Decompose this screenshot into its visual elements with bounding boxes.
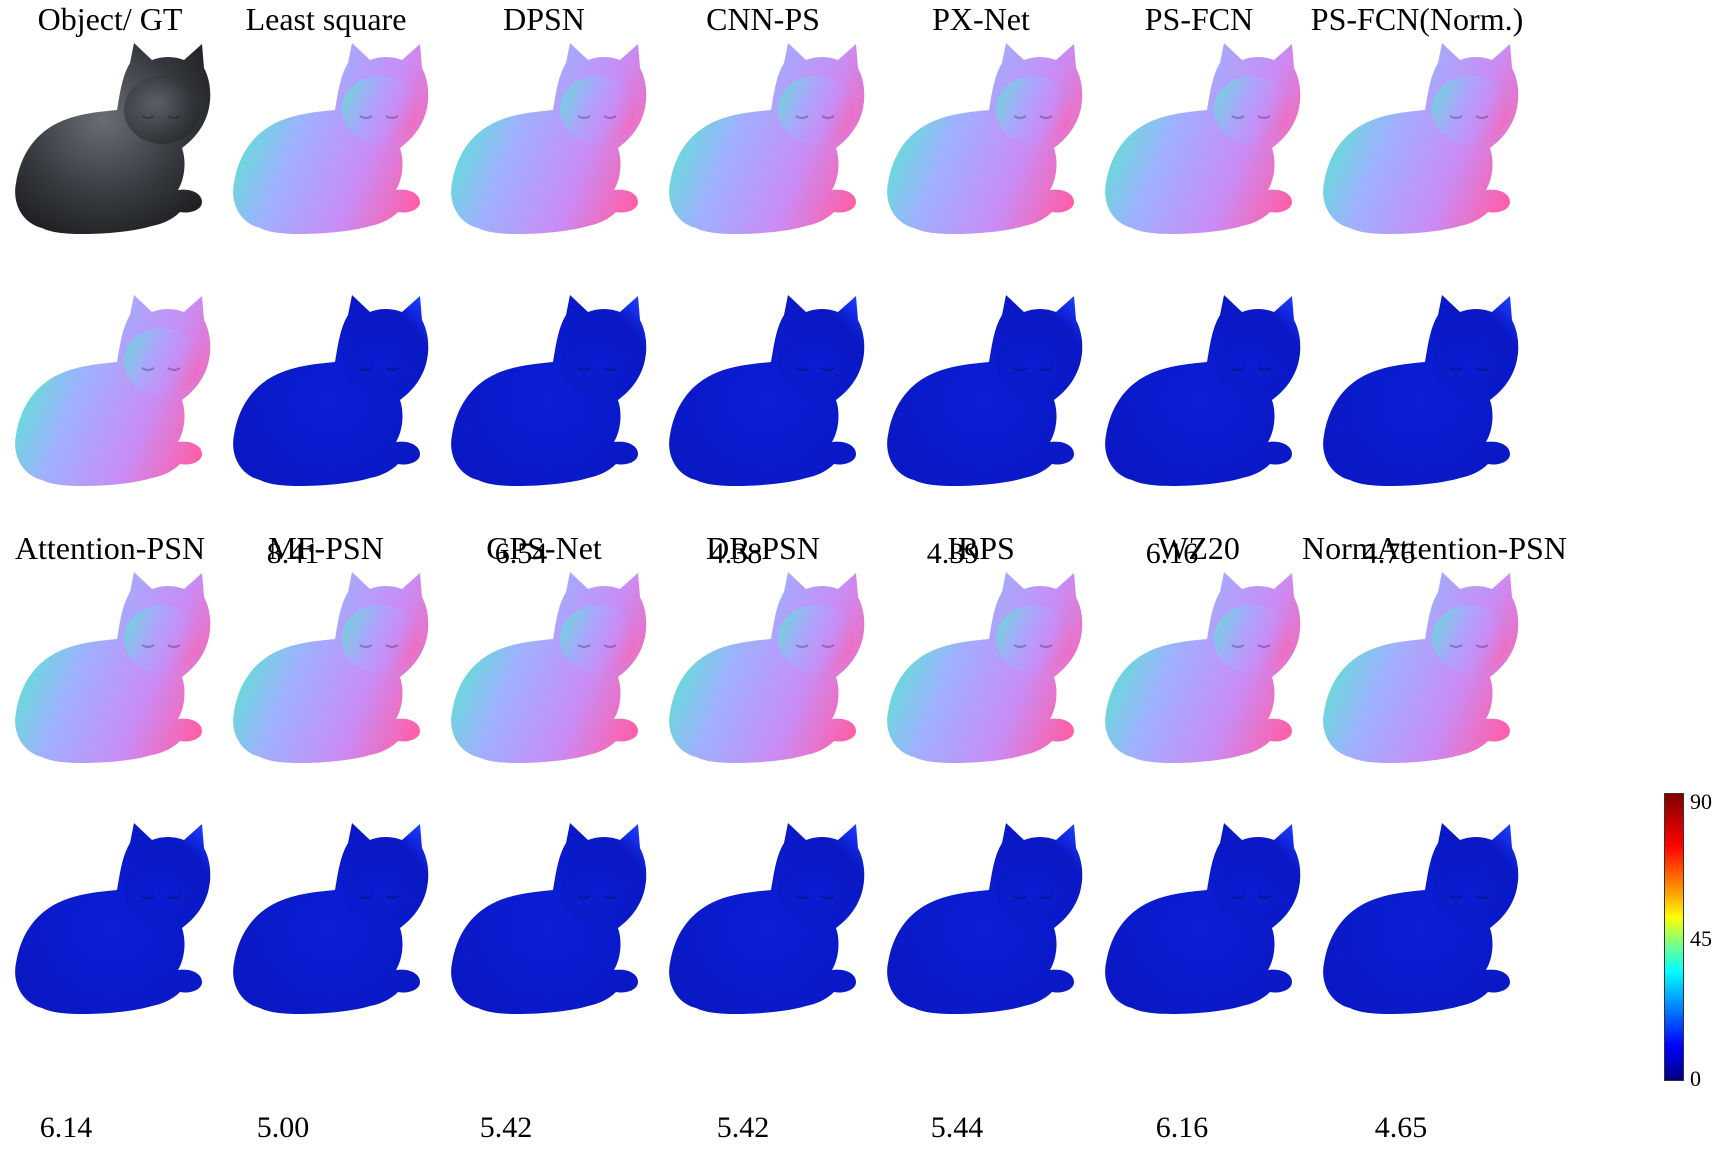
- error-map: [2, 818, 220, 1028]
- mae-value: 5.42: [479, 1111, 533, 1144]
- normal-map: [1092, 567, 1310, 777]
- mae-value: 5.44: [930, 1111, 984, 1144]
- error-map: [874, 290, 1092, 500]
- method-label: DR-PSN: [706, 530, 820, 566]
- object-photo: [2, 38, 220, 248]
- mae-value: 5.00: [256, 1111, 310, 1144]
- mae-value: 6.16: [1155, 1111, 1209, 1144]
- error-map: [1092, 818, 1310, 1028]
- method-label: Attention-PSN: [14, 530, 206, 566]
- normal-map: [2, 290, 220, 500]
- normal-map: [874, 567, 1092, 777]
- method-label: MF-PSN: [268, 530, 384, 566]
- error-colorbar: 90 45 0: [1664, 789, 1719, 1093]
- normal-map: [220, 567, 438, 777]
- mae-value: 4.65: [1374, 1111, 1428, 1144]
- method-label: IRPS: [947, 530, 1015, 566]
- method-label: NormAttention-PSN: [1302, 530, 1567, 566]
- normal-map: [1310, 567, 1528, 777]
- normal-map: [220, 38, 438, 248]
- normal-map: [656, 567, 874, 777]
- mae-value: 6.14: [39, 1111, 93, 1144]
- error-map: [656, 818, 874, 1028]
- method-label: PX-Net: [932, 1, 1030, 37]
- mae-value: 6.16: [1145, 537, 1199, 570]
- method-label: PS-FCN(Norm.): [1310, 1, 1524, 37]
- error-map: [1092, 290, 1310, 500]
- error-map: [874, 818, 1092, 1028]
- error-map: [1310, 818, 1528, 1028]
- error-map: [438, 290, 656, 500]
- method-label: Least square: [245, 1, 407, 37]
- mae-value: 6.54: [494, 537, 548, 570]
- colorbar-min-label: 0: [1690, 1066, 1701, 1091]
- method-label: Object/ GT: [37, 1, 183, 37]
- method-label: CNN-PS: [706, 1, 820, 37]
- mae-value: 4.38: [709, 537, 763, 570]
- mae-value: 4.39: [926, 537, 980, 570]
- method-label: DPSN: [503, 1, 585, 37]
- colorbar-mid-label: 45: [1690, 926, 1712, 951]
- mae-value: 4.76: [1362, 537, 1416, 570]
- normal-map: [2, 567, 220, 777]
- method-label: PS-FCN: [1144, 1, 1254, 37]
- error-map: [438, 818, 656, 1028]
- method-label: GPS-Net: [486, 530, 602, 566]
- colorbar-max-label: 90: [1690, 789, 1712, 814]
- error-map: [220, 290, 438, 500]
- error-map: [656, 290, 874, 500]
- mae-value: 5.42: [716, 1111, 770, 1144]
- normal-map: [1092, 38, 1310, 248]
- mae-value: 8.41: [266, 537, 320, 570]
- normal-map: [438, 567, 656, 777]
- error-map: [1310, 290, 1528, 500]
- normal-map: [874, 38, 1092, 248]
- normal-map: [656, 38, 874, 248]
- colorbar-gradient: [1664, 793, 1684, 1081]
- error-map: [220, 818, 438, 1028]
- method-label: WZ20: [1158, 530, 1240, 566]
- normal-map: [1310, 38, 1528, 248]
- normal-map: [438, 38, 656, 248]
